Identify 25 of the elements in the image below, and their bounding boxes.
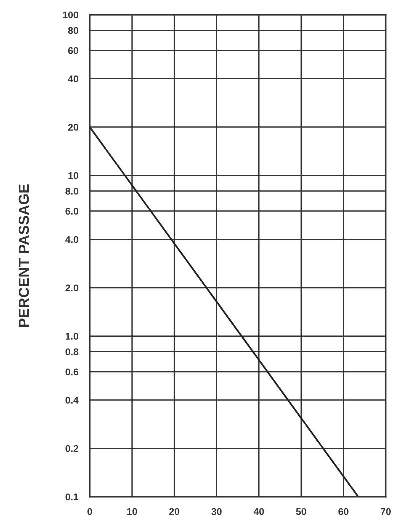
x-tick-label: 20 xyxy=(170,508,180,516)
x-tick-label: 0 xyxy=(88,508,92,516)
y-tick-label: 100 xyxy=(63,12,78,19)
y-tick-label: 60 xyxy=(68,47,78,54)
y-tick-label: 4.0 xyxy=(66,236,78,244)
y-tick-label: 40 xyxy=(68,76,78,83)
x-tick-label: 60 xyxy=(338,508,349,516)
y-tick-label: 1.0 xyxy=(66,333,78,340)
y-tick-label: 80 xyxy=(68,27,78,34)
x-tick-label: 70 xyxy=(381,508,392,516)
y-tick-label: 20 xyxy=(68,124,78,131)
x-tick-label: 50 xyxy=(296,508,306,516)
y-tick-label: 10 xyxy=(68,172,78,180)
x-tick-label: 10 xyxy=(127,508,138,516)
y-tick-label: 0.2 xyxy=(66,445,78,452)
y-tick-label: 2.0 xyxy=(66,284,78,292)
y-tick-label: 0.6 xyxy=(66,368,79,376)
x-tick-label: 40 xyxy=(254,508,264,516)
y-tick-label: 0.8 xyxy=(66,348,79,356)
y-tick-label: 8.0 xyxy=(66,188,78,195)
y-tick-label: 0.4 xyxy=(66,397,79,404)
y-tick-label: 0.1 xyxy=(66,494,79,501)
x-tick-label: 30 xyxy=(212,508,222,516)
y-tick-label: 6.0 xyxy=(66,208,78,215)
y-axis-title: PERCENT PASSAGE xyxy=(18,184,30,328)
